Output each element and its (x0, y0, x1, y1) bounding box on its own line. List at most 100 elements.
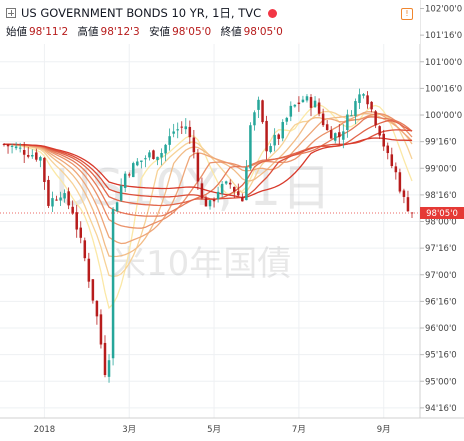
candle-body (31, 155, 34, 157)
candle-body (63, 193, 66, 199)
candle (245, 160, 248, 201)
candle-body (305, 96, 309, 101)
candle (103, 335, 107, 378)
candle-body (257, 99, 260, 110)
ma-line (3, 111, 413, 245)
candle-body (261, 100, 264, 123)
candle (333, 132, 337, 144)
candle-body (127, 174, 131, 176)
candle-body (176, 129, 179, 131)
candle-body (75, 212, 78, 230)
alert-flag-icon[interactable]: ! (401, 8, 413, 20)
candle-body (136, 161, 139, 166)
candle (220, 180, 224, 198)
candle-body (10, 145, 14, 147)
candle-body (309, 97, 313, 108)
candle (329, 126, 333, 139)
candle (127, 172, 131, 178)
candle (285, 116, 289, 126)
time-tick-label: 2018 (34, 425, 56, 435)
candle (394, 162, 398, 180)
candle (192, 129, 196, 159)
candle-body (301, 99, 305, 103)
candle (382, 129, 385, 151)
candle-body (71, 206, 74, 214)
low-value: 98'05'0 (172, 26, 212, 38)
candle (386, 142, 390, 160)
candle-body (79, 227, 83, 238)
candle (79, 221, 83, 244)
candle-body (241, 196, 244, 202)
time-tick-label: 9月 (377, 425, 391, 435)
candle-body (51, 198, 54, 207)
candle-body (374, 111, 377, 126)
candle-body (293, 104, 297, 107)
ma-line (4, 137, 413, 199)
candle (325, 120, 329, 131)
candle (402, 188, 406, 204)
candle (196, 148, 200, 190)
price-tick-label: 96'16'0 (425, 297, 457, 307)
candle-body (245, 167, 248, 201)
candle-body (47, 179, 50, 206)
candle (176, 122, 179, 139)
candle (119, 178, 123, 202)
candle (293, 104, 297, 108)
candle (140, 160, 143, 169)
candle-body (212, 199, 216, 202)
candle-body (43, 157, 46, 182)
price-tick-label: 97'00'0 (425, 271, 457, 281)
candle (200, 177, 204, 200)
candle (358, 88, 361, 109)
candle (342, 124, 345, 149)
grid-lines (0, 0, 420, 418)
candle (144, 155, 147, 168)
candle-body (152, 150, 155, 160)
candle-body (233, 186, 236, 192)
candle-body (346, 114, 349, 131)
candle (281, 119, 284, 142)
candle (297, 96, 301, 112)
symbol-title: US GOVERNMENT BONDS 10 YR, 1日, TVC (21, 6, 262, 20)
close-label: 終値 (220, 26, 242, 38)
candle-body (26, 155, 30, 157)
ohlc-readout: 始値 98'11'2 高値 98'12'3 安値 98'05'0 終値 98'05'0 (6, 24, 289, 39)
candle (152, 149, 155, 160)
candle-body (216, 191, 220, 200)
candle-body (358, 94, 361, 103)
candle-body (204, 198, 208, 207)
candle (160, 148, 163, 166)
candle (204, 195, 208, 207)
candle (338, 124, 341, 145)
candle (22, 142, 26, 164)
candle-body (313, 100, 317, 108)
candle-body (184, 126, 188, 130)
time-tick-label: 7月 (292, 425, 306, 435)
candle (14, 142, 18, 151)
candle (237, 183, 240, 197)
candle-body (196, 152, 200, 182)
candle-body (237, 191, 240, 196)
candle-body (289, 105, 293, 117)
candle (164, 143, 167, 162)
candle-body (55, 199, 58, 201)
candle-body (180, 126, 183, 128)
expand-icon[interactable] (6, 8, 16, 18)
candle-body (390, 154, 394, 167)
candle (317, 98, 321, 117)
close-value: 98'05'0 (243, 26, 283, 38)
candle (241, 193, 244, 202)
candle (87, 252, 91, 288)
candle (95, 300, 99, 325)
candle-body (119, 185, 123, 201)
candle-body (59, 197, 62, 201)
time-tick-label: 5月 (207, 425, 221, 435)
candle (132, 161, 135, 178)
candle-body (103, 342, 107, 376)
candle-body (123, 173, 127, 188)
ma-line (3, 113, 413, 258)
candle (180, 121, 183, 134)
candle (39, 155, 42, 168)
